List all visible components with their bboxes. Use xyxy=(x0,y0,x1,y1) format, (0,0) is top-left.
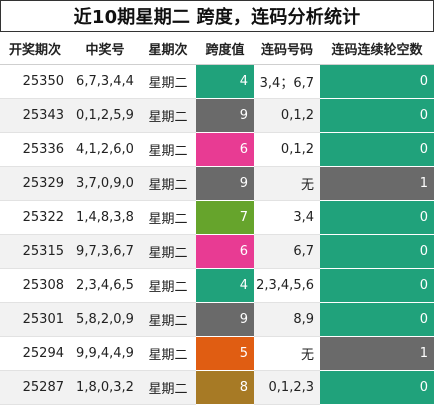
header-row: 开奖期次 中奖号 星期次 跨度值 连码号码 连码连续轮空数 xyxy=(0,32,434,65)
numbers-cell: 6,7,3,4,4 xyxy=(70,64,140,99)
gap-cell: 0 xyxy=(320,132,434,167)
weekday-cell: 星期二 xyxy=(140,234,196,269)
header-numbers: 中奖号 xyxy=(70,32,140,65)
table-row: 25308 2,3,4,6,5 星期二 4 2,3,4,5,6 0 xyxy=(0,268,434,303)
gap-cell: 0 xyxy=(320,200,434,235)
span-cell: 9 xyxy=(196,302,254,337)
numbers-cell: 2,3,4,6,5 xyxy=(70,268,140,303)
consecutive-cell: 2,3,4,5,6 xyxy=(254,268,320,303)
numbers-cell: 0,1,2,5,9 xyxy=(70,98,140,133)
issue-cell: 25308 xyxy=(0,268,70,303)
gap-cell: 0 xyxy=(320,268,434,303)
weekday-cell: 星期二 xyxy=(140,370,196,405)
span-cell: 4 xyxy=(196,268,254,303)
weekday-cell: 星期二 xyxy=(140,302,196,337)
page-title: 近10期星期二 跨度，连码分析统计 xyxy=(0,0,434,32)
consecutive-cell: 无 xyxy=(254,166,320,201)
table-row: 25343 0,1,2,5,9 星期二 9 0,1,2 0 xyxy=(0,98,434,133)
numbers-cell: 4,1,2,6,0 xyxy=(70,132,140,167)
consecutive-cell: 无 xyxy=(254,336,320,371)
gap-cell: 0 xyxy=(320,302,434,337)
consecutive-cell: 3,4；6,7 xyxy=(254,64,320,99)
table-body: 25350 6,7,3,4,4 星期二 4 3,4；6,7 0 25343 0,1,2,5,9… xyxy=(0,64,434,405)
consecutive-cell: 6,7 xyxy=(254,234,320,269)
numbers-cell: 1,8,0,3,2 xyxy=(70,370,140,405)
issue-cell: 25350 xyxy=(0,64,70,99)
table-row: 25294 9,9,4,4,9 星期二 5 无 1 xyxy=(0,336,434,371)
span-cell: 6 xyxy=(196,234,254,269)
header-weekday: 星期次 xyxy=(140,32,196,65)
table-row: 25301 5,8,2,0,9 星期二 9 8,9 0 xyxy=(0,302,434,337)
issue-cell: 25329 xyxy=(0,166,70,201)
weekday-cell: 星期二 xyxy=(140,166,196,201)
stats-table: 开奖期次 中奖号 星期次 跨度值 连码号码 连码连续轮空数 25350 6,7,3… xyxy=(0,32,434,405)
header-span: 跨度值 xyxy=(196,32,254,65)
consecutive-cell: 0,1,2 xyxy=(254,98,320,133)
span-cell: 8 xyxy=(196,370,254,405)
issue-cell: 25315 xyxy=(0,234,70,269)
table-row: 25287 1,8,0,3,2 星期二 8 0,1,2,3 0 xyxy=(0,370,434,405)
weekday-cell: 星期二 xyxy=(140,268,196,303)
gap-cell: 1 xyxy=(320,336,434,371)
header-consecutive: 连码号码 xyxy=(254,32,320,65)
issue-cell: 25294 xyxy=(0,336,70,371)
numbers-cell: 1,4,8,3,8 xyxy=(70,200,140,235)
issue-cell: 25336 xyxy=(0,132,70,167)
table-row: 25315 9,7,3,6,7 星期二 6 6,7 0 xyxy=(0,234,434,269)
weekday-cell: 星期二 xyxy=(140,200,196,235)
table-row: 25336 4,1,2,6,0 星期二 6 0,1,2 0 xyxy=(0,132,434,167)
consecutive-cell: 8,9 xyxy=(254,302,320,337)
table-row: 25322 1,4,8,3,8 星期二 7 3,4 0 xyxy=(0,200,434,235)
consecutive-cell: 3,4 xyxy=(254,200,320,235)
consecutive-cell: 0,1,2,3 xyxy=(254,370,320,405)
numbers-cell: 9,9,4,4,9 xyxy=(70,336,140,371)
span-cell: 4 xyxy=(196,64,254,99)
issue-cell: 25343 xyxy=(0,98,70,133)
weekday-cell: 星期二 xyxy=(140,98,196,133)
gap-cell: 0 xyxy=(320,98,434,133)
weekday-cell: 星期二 xyxy=(140,336,196,371)
span-cell: 9 xyxy=(196,166,254,201)
gap-cell: 0 xyxy=(320,64,434,99)
gap-cell: 0 xyxy=(320,234,434,269)
gap-cell: 1 xyxy=(320,166,434,201)
span-cell: 7 xyxy=(196,200,254,235)
issue-cell: 25322 xyxy=(0,200,70,235)
header-gap: 连码连续轮空数 xyxy=(320,32,434,65)
table-row: 25350 6,7,3,4,4 星期二 4 3,4；6,7 0 xyxy=(0,64,434,99)
table-header: 开奖期次 中奖号 星期次 跨度值 连码号码 连码连续轮空数 xyxy=(0,32,434,65)
span-cell: 6 xyxy=(196,132,254,167)
weekday-cell: 星期二 xyxy=(140,132,196,167)
span-cell: 9 xyxy=(196,98,254,133)
numbers-cell: 3,7,0,9,0 xyxy=(70,166,140,201)
numbers-cell: 5,8,2,0,9 xyxy=(70,302,140,337)
issue-cell: 25287 xyxy=(0,370,70,405)
header-issue: 开奖期次 xyxy=(0,32,70,65)
consecutive-cell: 0,1,2 xyxy=(254,132,320,167)
numbers-cell: 9,7,3,6,7 xyxy=(70,234,140,269)
gap-cell: 0 xyxy=(320,370,434,405)
weekday-cell: 星期二 xyxy=(140,64,196,99)
table-row: 25329 3,7,0,9,0 星期二 9 无 1 xyxy=(0,166,434,201)
span-cell: 5 xyxy=(196,336,254,371)
issue-cell: 25301 xyxy=(0,302,70,337)
